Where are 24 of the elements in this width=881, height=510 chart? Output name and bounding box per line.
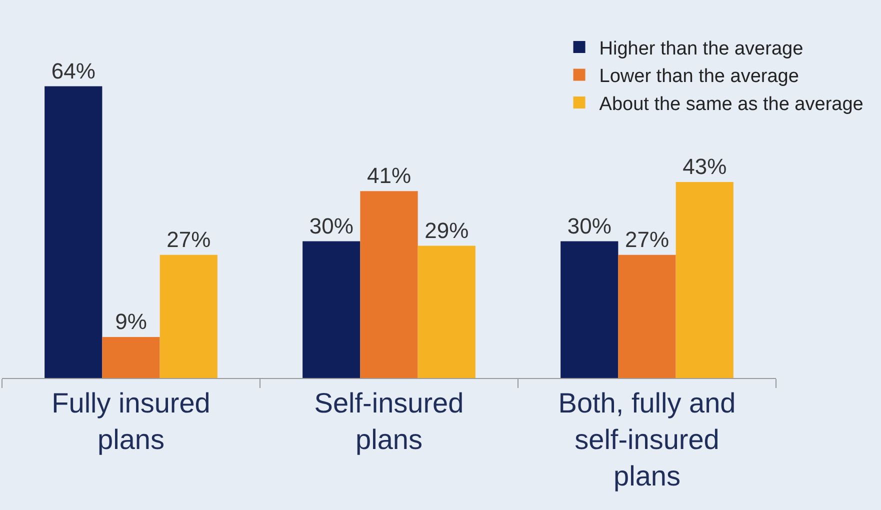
bar [676,182,734,378]
bar [618,254,676,378]
bar [44,86,102,378]
bar [160,254,218,378]
x-tick-label: Fully insured plans [52,388,210,455]
legend-label: Lower than the average [599,66,799,88]
bar [302,241,360,378]
data-label: 41% [366,163,412,188]
x-tick-label: Both, fully and self-insured plans [558,388,736,492]
x-tick-label: Self-insured plans [314,388,464,455]
data-label: 27% [624,226,670,252]
data-label: 27% [166,226,211,252]
bar [360,191,418,378]
data-label: 29% [424,218,469,243]
bar [418,246,476,378]
data-label: 30% [309,213,354,238]
data-label: 30% [567,213,612,238]
data-label: 43% [682,154,727,179]
bar [102,336,160,378]
legend-label: About the same as the average [599,94,864,115]
bar [560,241,618,378]
data-label: 9% [115,308,147,334]
legend-label: Higher than the average [599,38,804,60]
data-label: 64% [51,58,96,84]
